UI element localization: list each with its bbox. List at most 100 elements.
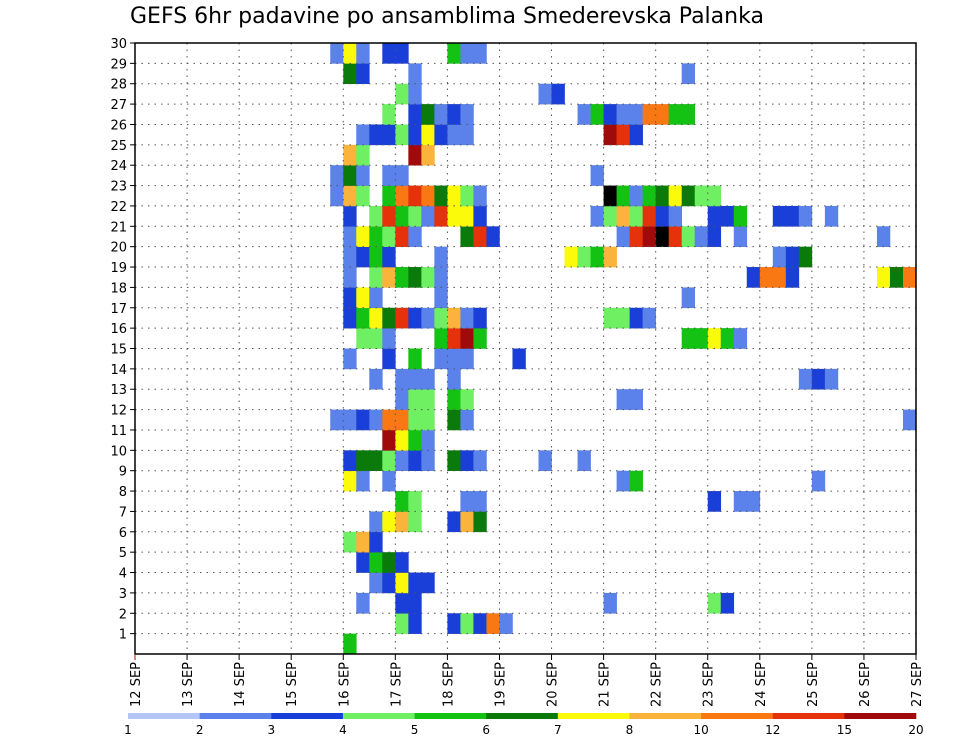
heatmap-cell [343,348,357,370]
y-tick-label: 12 [110,404,127,419]
heatmap-cell [434,267,448,288]
heatmap-cell [408,572,422,594]
heatmap-cell [395,572,409,594]
heatmap-cell [629,307,643,329]
heatmap-cell [707,205,722,227]
heatmap-cell [343,165,357,186]
heatmap-cell [395,511,409,533]
heatmap-cell [616,205,630,227]
heatmap-cell [746,267,761,288]
y-tick-label: 1 [119,628,127,643]
heatmap-cell [447,205,461,227]
heatmap-cell [382,43,396,64]
heatmap-cell [330,43,344,64]
heatmap-cell [408,83,422,105]
heatmap-cell [382,124,396,146]
heatmap-cell [382,470,396,492]
heatmap-cell [356,226,370,247]
heatmap-cell [577,246,591,268]
heatmap-cell [785,205,800,227]
x-tick-label: 15 SEP [285,662,300,707]
y-tick-label: 8 [119,485,127,500]
x-tick-label: 25 SEP [806,662,821,707]
heatmap-cell [811,470,826,492]
y-tick-label: 29 [110,57,127,72]
heatmap-cell [902,267,917,288]
heatmap-cell [824,205,839,227]
heatmap-cell [330,165,344,186]
heatmap-cell [460,389,474,410]
heatmap-cell [356,43,370,64]
heatmap-cell [395,124,409,146]
heatmap-cell [382,104,396,125]
heatmap-cell [434,246,448,268]
heatmap-cell [408,226,422,247]
heatmap-cell [681,185,696,207]
heatmap-cell [642,307,656,329]
heatmap-cell [408,429,422,451]
heatmap-cell [590,165,604,186]
heatmap-cell [369,552,383,573]
heatmap-cell [460,104,474,125]
heatmap-cell [876,226,891,247]
y-tick-label: 16 [110,322,127,337]
heatmap-cell [772,205,787,227]
x-tick-label: 23 SEP [702,662,717,707]
heatmap-cell [356,470,370,492]
heatmap-cell [460,328,474,349]
heatmap-cell [382,267,396,288]
heatmap-cell [590,104,604,125]
heatmap-cell [408,104,422,125]
heatmap-cell [408,389,422,410]
heatmap-cell [356,409,370,431]
heatmap-cell [642,104,656,125]
colorbar-label: 12 [765,723,780,737]
heatmap-cell [590,205,604,227]
heatmap-cell [668,205,682,227]
heatmap-cell [447,348,461,370]
heatmap-cell [395,429,409,451]
colorbar-label: 3 [267,723,275,737]
colorbar-label: 1 [124,723,132,737]
heatmap-cell [616,185,630,207]
heatmap-cell [616,389,630,410]
colorbar-segment [701,713,774,719]
heatmap-cell [395,592,409,614]
heatmap-cell [538,83,552,105]
heatmap-cell [343,63,357,85]
heatmap-cell [447,450,461,471]
heatmap-cell [460,491,474,512]
heatmap-cell [356,552,370,573]
heatmap-cell [369,124,383,146]
heatmap-cell [408,124,422,146]
heatmap-cell [421,267,435,288]
colorbar-segment [557,713,630,719]
heatmap-cell [408,511,422,533]
heatmap-cell [720,205,735,227]
heatmap-cell [369,205,383,227]
heatmap-cell [382,429,396,451]
heatmap-cell [356,144,370,166]
heatmap-cell [460,226,474,247]
colorbar-segment [486,713,559,719]
heatmap-cell [460,511,474,533]
heatmap-cell [655,205,669,227]
heatmap-cell [434,185,448,207]
heatmap-cell [616,470,630,492]
x-tick-label: 21 SEP [598,662,613,707]
heatmap-cell [356,307,370,329]
heatmap-cell [408,267,422,288]
heatmap-cell [447,328,461,349]
heatmap-cell [343,144,357,166]
heatmap-cell [395,552,409,573]
heatmap-cell [369,307,383,329]
heatmap-cell [369,572,383,594]
heatmap-cell [343,246,357,268]
heatmap-cell [460,124,474,146]
heatmap-cell [694,328,709,349]
heatmap-cell [356,592,370,614]
heatmap-cell [460,307,474,329]
heatmap-cell [616,104,630,125]
heatmap-cell [369,287,383,309]
